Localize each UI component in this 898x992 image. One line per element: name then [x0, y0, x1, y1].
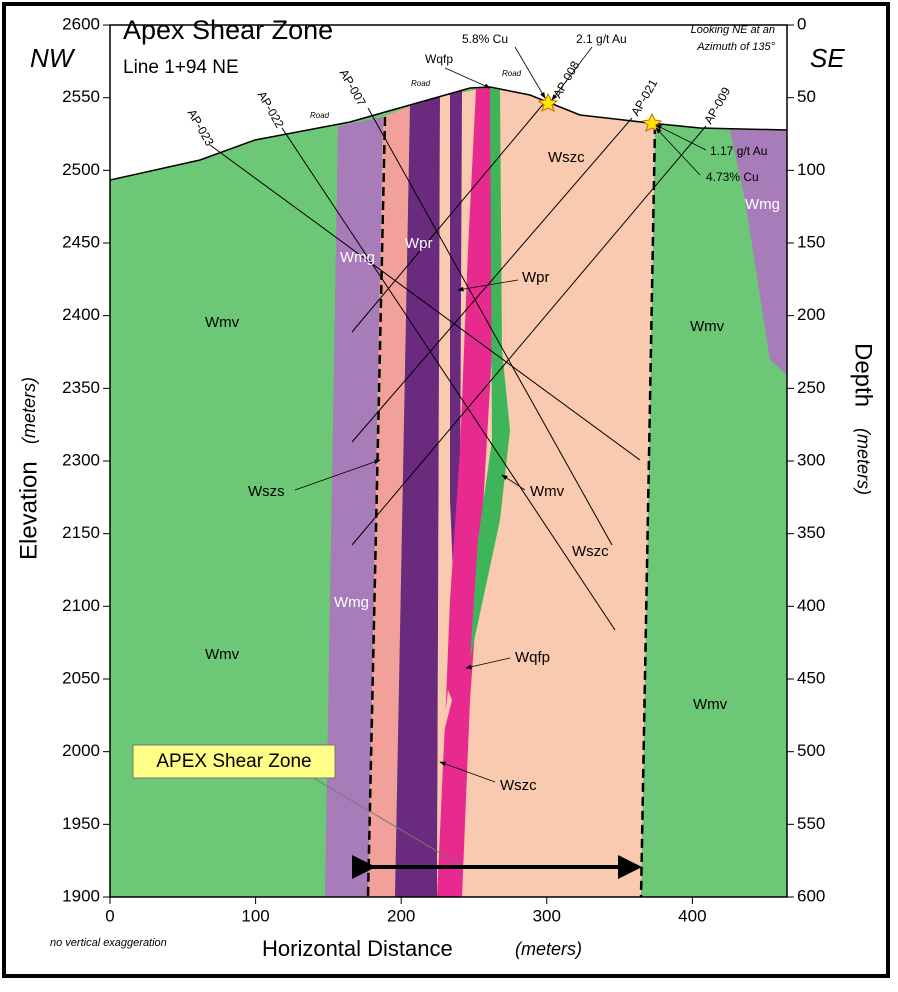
assay: 4.73% Cu: [706, 170, 759, 184]
y-axis-unit: (meters): [19, 377, 39, 444]
y-tick-label: 2000: [62, 741, 100, 760]
y2-tick-label: 550: [797, 814, 825, 833]
unit-label: Wmv: [530, 483, 565, 500]
unit-label: Wqfp: [425, 52, 453, 66]
unit-label: Wmg: [745, 196, 780, 213]
sample-star: [537, 92, 559, 112]
note: no vertical exaggeration: [50, 937, 167, 949]
y-tick-label: 2500: [62, 160, 100, 179]
x-axis-label: Horizontal Distance: [262, 936, 453, 961]
y-tick-label: 1900: [62, 886, 100, 905]
wmv-sliver: [470, 88, 510, 660]
y2-tick-label: 250: [797, 378, 825, 397]
direction: SE: [810, 43, 845, 73]
subtitle: Line 1+94 NE: [123, 57, 239, 78]
view-note: Looking NE at an: [691, 24, 775, 36]
drill-trace: [351, 101, 546, 333]
drill-trace: [351, 125, 707, 546]
y2-tick-label: 350: [797, 523, 825, 542]
leader: [501, 474, 526, 491]
unit-label: Wmv: [690, 318, 725, 335]
wpr-unit: [395, 97, 440, 897]
unit-label: Wszc: [548, 149, 585, 166]
x-axis-unit: (meters): [515, 939, 582, 959]
y-tick-label: 2150: [62, 523, 100, 542]
y-tick-label: 2050: [62, 668, 100, 687]
unit-label: Wmg: [340, 249, 375, 266]
y2-tick-label: 200: [797, 305, 825, 324]
leader: [444, 67, 491, 89]
road: Road: [502, 69, 522, 78]
x-tick-label: 300: [533, 906, 561, 925]
drill-trace: [281, 127, 616, 631]
x-tick-label: 400: [678, 906, 706, 925]
unit-label: Wszc: [572, 543, 609, 560]
y-tick-label: 1950: [62, 814, 100, 833]
y-tick-label: 2350: [62, 378, 100, 397]
road: Road: [310, 111, 330, 120]
x-tick-label: 200: [387, 906, 415, 925]
leader: [294, 459, 381, 491]
wmg-right: [730, 130, 787, 375]
title: Apex Shear Zone: [123, 15, 333, 45]
view-note: Azimuth of 135°: [696, 41, 775, 53]
callout-leader: [299, 769, 463, 867]
y2-tick-label: 300: [797, 450, 825, 469]
y2-tick-label: 50: [797, 87, 816, 106]
unit-label: Wmg: [334, 594, 369, 611]
drill-trace: [209, 144, 641, 461]
leader: [514, 46, 546, 99]
direction: NW: [30, 43, 76, 73]
fault: [366, 116, 387, 897]
leader: [457, 279, 519, 292]
unit-label: Wmv: [693, 696, 728, 713]
y2-tick-label: 450: [797, 668, 825, 687]
fault: [639, 124, 657, 897]
wszc-lens: [442, 690, 452, 740]
callout: APEX Shear Zone: [156, 751, 311, 772]
y-tick-label: 2400: [62, 305, 100, 324]
wqfp-unit: [437, 87, 495, 897]
unit-label: Wmv: [205, 646, 240, 663]
assay: 2.1 g/t Au: [576, 32, 627, 46]
y2-tick-label: 100: [797, 160, 825, 179]
y2-tick-label: 500: [797, 741, 825, 760]
y-tick-label: 2550: [62, 87, 100, 106]
leader: [551, 46, 593, 101]
unit-label: Wszs: [248, 483, 285, 500]
unit-label: Wmv: [205, 314, 240, 331]
leader: [655, 127, 701, 176]
y2-tick-label: 400: [797, 596, 825, 615]
leader: [439, 761, 496, 783]
leader: [465, 657, 511, 670]
x-tick-label: 100: [241, 906, 269, 925]
leader: [655, 124, 707, 151]
y-tick-label: 2300: [62, 450, 100, 469]
drill-trace: [351, 117, 633, 443]
y2-tick-label: 0: [797, 14, 806, 33]
section: [110, 86, 787, 897]
y2-axis-unit: (meters): [853, 428, 873, 495]
y-tick-label: 2100: [62, 596, 100, 615]
unit-label: Wqfp: [515, 649, 550, 666]
unit-label: Wszc: [500, 777, 537, 794]
unit-label: Wpr: [405, 235, 433, 252]
road: Road: [411, 79, 431, 88]
callout-box: [132, 744, 336, 779]
y-tick-label: 2600: [62, 14, 100, 33]
drill-trace: [367, 107, 613, 546]
y2-axis-label: Depth: [850, 343, 877, 407]
x-tick-label: 0: [105, 906, 114, 925]
unit-label: Wpr: [522, 269, 550, 286]
y2-tick-label: 150: [797, 232, 825, 251]
assay: 5.8% Cu: [462, 32, 508, 46]
assay: 1.17 g/t Au: [710, 144, 767, 158]
y-axis-label: Elevation: [15, 461, 42, 560]
y2-tick-label: 600: [797, 886, 825, 905]
y-tick-label: 2450: [62, 232, 100, 251]
surface: [110, 86, 787, 181]
